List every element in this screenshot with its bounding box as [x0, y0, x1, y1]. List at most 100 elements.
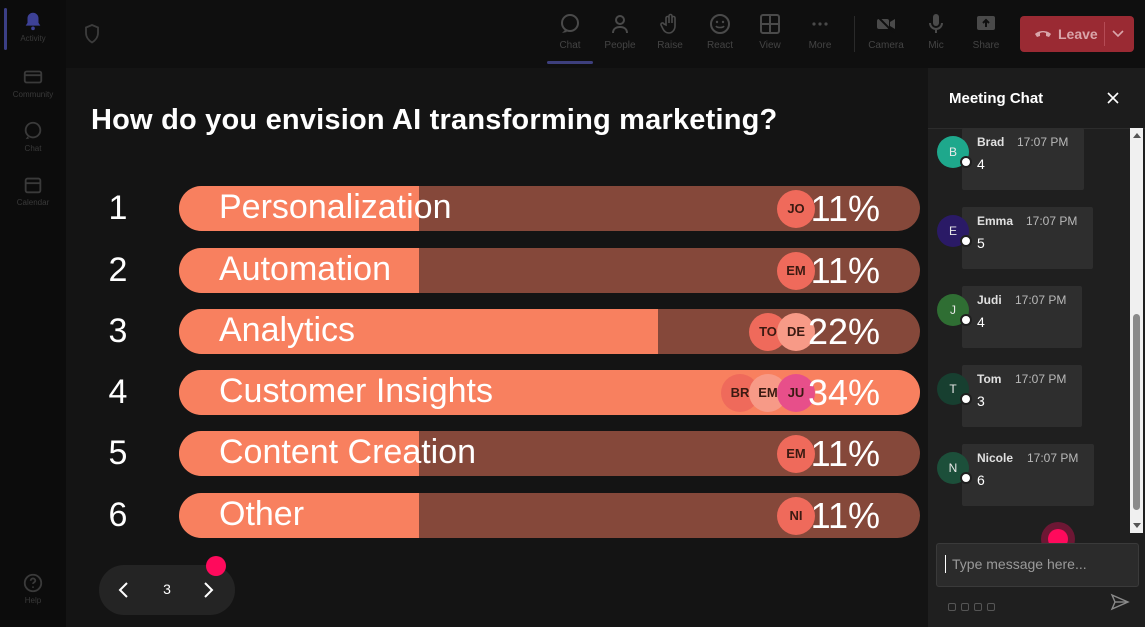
camera-button[interactable]: Camera — [861, 10, 911, 60]
option-label: Automation — [219, 250, 391, 288]
rail-item-calendar[interactable]: Calendar — [0, 174, 66, 207]
camera-off-icon — [876, 15, 895, 34]
chat-message: Tom 17:07 PM 3 T — [936, 365, 1131, 429]
message-time: 17:07 PM — [1017, 135, 1069, 149]
mic-button-label: Mic — [928, 40, 944, 51]
rail-item-chat[interactable]: Chat — [0, 120, 66, 153]
rail-item-label: Activity — [20, 34, 46, 43]
message-time: 17:07 PM — [1027, 451, 1079, 465]
chevron-left-icon[interactable] — [115, 581, 133, 599]
poll-option[interactable]: 4 Customer Insights BR EM JU 34% — [66, 370, 928, 415]
people-button[interactable]: People — [595, 10, 645, 60]
message-author: Nicole — [977, 451, 1014, 465]
option-number: 3 — [108, 312, 128, 350]
chevron-down-icon[interactable] — [1112, 28, 1124, 38]
leave-divider — [1104, 22, 1105, 46]
option-label: Personalization — [219, 188, 452, 226]
option-percent: 11% — [810, 188, 880, 229]
message-text: 6 — [977, 472, 985, 488]
message-time: 17:07 PM — [1015, 372, 1067, 386]
community-icon — [23, 70, 43, 84]
presence-dot — [960, 472, 972, 484]
message-author: Tom — [977, 372, 1002, 386]
poll-question: How do you envision AI transforming mark… — [91, 104, 778, 136]
share-button[interactable]: Share — [961, 10, 1011, 60]
poll-stage: How do you envision AI transforming mark… — [66, 68, 928, 627]
chevron-right-icon[interactable] — [199, 581, 217, 599]
rail-item-activity[interactable]: Activity — [0, 10, 66, 43]
option-number: 6 — [108, 496, 128, 534]
option-percent: 11% — [810, 250, 880, 291]
poll-option[interactable]: 5 Content Creation EM 11% — [66, 431, 928, 476]
click-indicator — [206, 556, 226, 576]
option-bar-fill — [179, 248, 419, 293]
option-percent: 11% — [810, 433, 880, 474]
emoji-icon[interactable] — [974, 603, 982, 611]
option-bar-fill — [179, 309, 658, 354]
leave-button[interactable]: Leave — [1020, 16, 1134, 52]
raise-hand-button[interactable]: Raise — [645, 10, 695, 60]
voter-avatar: JU — [777, 374, 815, 412]
poll-option[interactable]: 1 Personalization JO 11% — [66, 186, 928, 231]
share-button-label: Share — [972, 40, 1000, 51]
chat-icon — [24, 121, 42, 140]
chat-message-list: Brad 17:07 PM 4 B Emma 17:07 PM 5 E Judi — [928, 128, 1131, 533]
message-author: Emma — [977, 214, 1014, 228]
message-author: Judi — [977, 293, 1002, 307]
attach-icon[interactable] — [961, 603, 969, 611]
option-bar: Personalization JO 11% — [179, 186, 920, 231]
shield-icon[interactable] — [84, 24, 100, 44]
option-label: Other — [219, 495, 305, 533]
close-icon[interactable] — [1106, 91, 1120, 105]
poll-option[interactable]: 6 Other NI 11% — [66, 493, 928, 538]
option-bar: Analytics TO DE 22% — [179, 309, 920, 354]
view-button[interactable]: View — [745, 10, 795, 60]
page-number: 3 — [163, 581, 171, 597]
text-caret — [945, 555, 946, 573]
share-screen-icon — [977, 16, 995, 30]
chat-scrollbar[interactable] — [1130, 128, 1143, 533]
send-icon[interactable] — [1110, 592, 1130, 612]
poll-option[interactable]: 2 Automation EM 11% — [66, 248, 928, 293]
grid-icon — [760, 14, 780, 34]
message-input-box[interactable] — [936, 543, 1139, 587]
mic-icon — [929, 14, 943, 33]
message-text: 4 — [977, 314, 985, 330]
message-time: 17:07 PM — [1026, 214, 1078, 228]
format-icon[interactable] — [948, 603, 956, 611]
react-button[interactable]: React — [695, 10, 745, 60]
option-number: 4 — [108, 373, 128, 411]
message-bubble: Nicole 17:07 PM 6 — [962, 444, 1094, 506]
presence-dot — [960, 393, 972, 405]
gif-icon[interactable] — [987, 603, 995, 611]
avatar: T — [937, 373, 969, 405]
voter-avatar: DE — [777, 313, 815, 351]
message-time: 17:07 PM — [1015, 293, 1067, 307]
message-bubble: Brad 17:07 PM 4 — [962, 128, 1084, 190]
hand-icon — [660, 13, 676, 34]
rail-item-community[interactable]: Community — [0, 66, 66, 99]
scrollbar-thumb[interactable] — [1133, 314, 1140, 510]
poll-option[interactable]: 3 Analytics TO DE 22% — [66, 309, 928, 354]
scroll-down-arrow[interactable] — [1133, 523, 1141, 528]
scroll-up-arrow[interactable] — [1133, 133, 1141, 138]
message-input[interactable] — [937, 544, 1137, 584]
option-number: 2 — [108, 251, 128, 289]
toolbar-divider — [854, 16, 855, 52]
smiley-icon — [710, 14, 730, 34]
option-percent: 11% — [810, 495, 880, 536]
rail-item-help[interactable]: Help — [0, 572, 66, 605]
view-button-label: View — [759, 40, 781, 51]
message-bubble: Emma 17:07 PM 5 — [962, 207, 1093, 269]
chat-button-label: Chat — [559, 40, 581, 51]
option-bar: Customer Insights BR EM JU 34% — [179, 370, 920, 415]
more-button[interactable]: More — [795, 10, 845, 60]
people-icon — [612, 15, 628, 34]
voter-avatar: EM — [777, 252, 815, 290]
bell-icon — [25, 12, 41, 31]
mic-button[interactable]: Mic — [911, 10, 961, 60]
rail-item-label: Community — [12, 90, 54, 99]
react-button-label: React — [706, 40, 734, 51]
chat-button[interactable]: Chat — [545, 10, 595, 64]
